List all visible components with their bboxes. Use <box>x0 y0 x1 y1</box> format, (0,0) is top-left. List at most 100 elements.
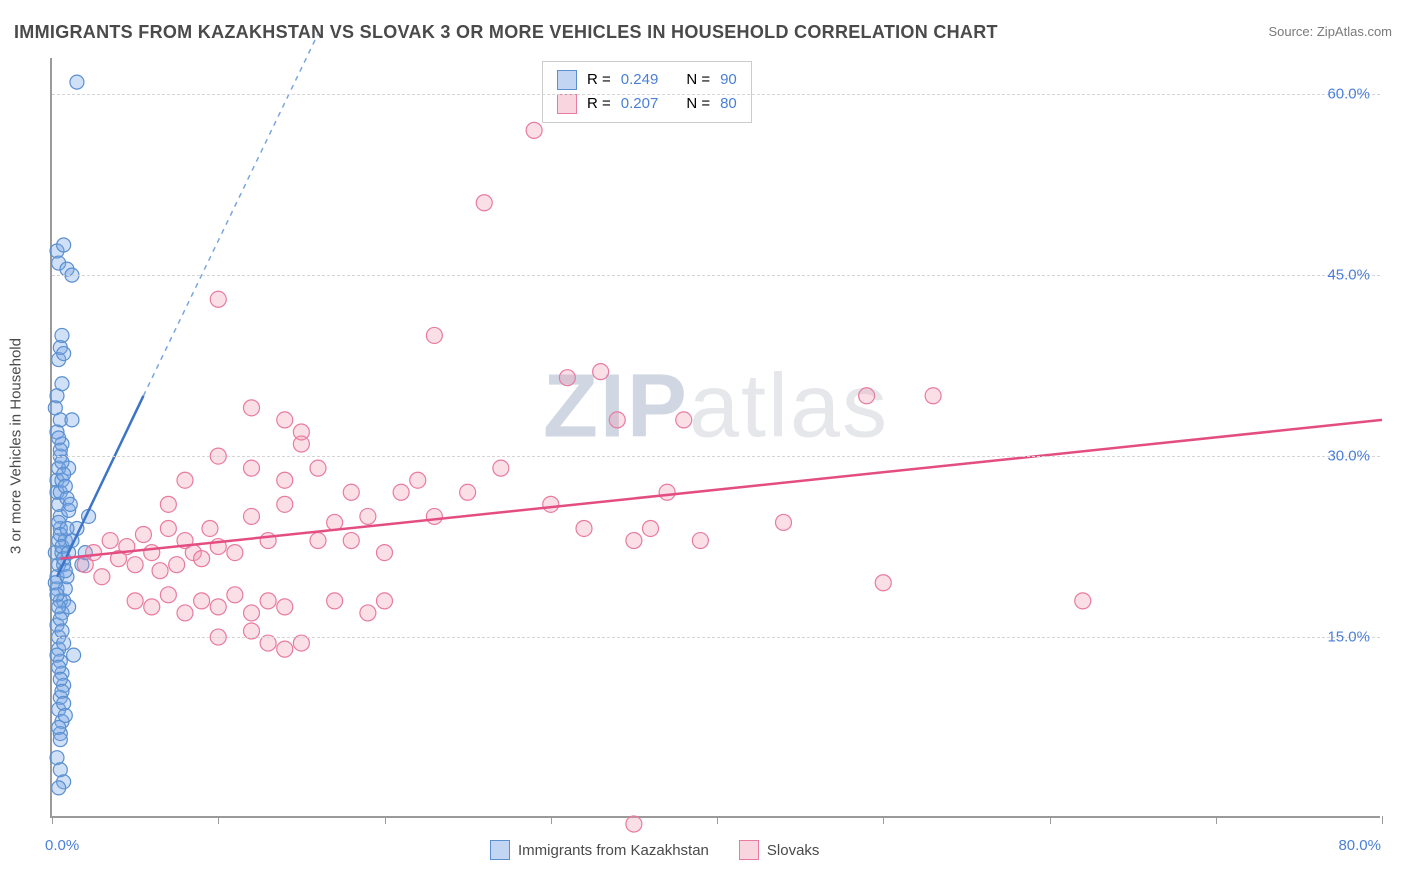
trend-line-dashed <box>143 34 318 396</box>
x-tick <box>717 816 718 824</box>
n-label: N = <box>686 68 710 92</box>
correlation-chart: IMMIGRANTS FROM KAZAKHSTAN VS SLOVAK 3 O… <box>0 0 1406 892</box>
x-tick <box>551 816 552 824</box>
data-point <box>426 508 442 524</box>
data-point <box>659 484 675 500</box>
data-point <box>202 520 218 536</box>
x-tick <box>52 816 53 824</box>
data-point <box>576 520 592 536</box>
data-point <box>626 533 642 549</box>
data-point <box>526 122 542 138</box>
y-tick-label: 30.0% <box>1327 448 1370 465</box>
plot-area: ZIPatlas R = 0.249 N = 90 R = 0.207 N = … <box>50 58 1380 818</box>
plot-svg <box>52 58 1380 816</box>
x-tick <box>1216 816 1217 824</box>
data-point <box>776 514 792 530</box>
x-tick <box>385 816 386 824</box>
data-point <box>244 605 260 621</box>
data-point <box>57 238 71 252</box>
data-point <box>426 327 442 343</box>
data-point <box>152 563 168 579</box>
data-point <box>410 472 426 488</box>
data-point <box>135 527 151 543</box>
data-point <box>260 593 276 609</box>
n-value: 80 <box>720 92 737 116</box>
data-point <box>310 460 326 476</box>
data-point <box>177 472 193 488</box>
data-point <box>55 377 69 391</box>
data-point <box>377 593 393 609</box>
legend-label: Immigrants from Kazakhstan <box>518 842 709 859</box>
data-point <box>859 388 875 404</box>
data-point <box>70 75 84 89</box>
data-point <box>277 599 293 615</box>
data-point <box>127 593 143 609</box>
data-point <box>94 569 110 585</box>
data-point <box>244 460 260 476</box>
data-point <box>102 533 118 549</box>
data-point <box>460 484 476 500</box>
data-point <box>543 496 559 512</box>
r-value: 0.249 <box>621 68 659 92</box>
data-point <box>53 733 67 747</box>
data-point <box>160 496 176 512</box>
source-attribution: Source: ZipAtlas.com <box>1268 24 1392 39</box>
chart-title: IMMIGRANTS FROM KAZAKHSTAN VS SLOVAK 3 O… <box>14 22 998 43</box>
y-tick-label: 15.0% <box>1327 629 1370 646</box>
data-point <box>277 496 293 512</box>
data-point <box>67 648 81 662</box>
swatch-slovaks <box>739 840 759 860</box>
x-axis-max-label: 80.0% <box>1338 837 1381 854</box>
data-point <box>210 599 226 615</box>
data-point <box>609 412 625 428</box>
data-point <box>327 593 343 609</box>
data-point <box>343 484 359 500</box>
legend-label: Slovaks <box>767 842 820 859</box>
data-point <box>277 472 293 488</box>
data-point <box>127 557 143 573</box>
legend-item-slovaks: Slovaks <box>739 840 820 860</box>
data-point <box>177 605 193 621</box>
y-axis-label: 3 or more Vehicles in Household <box>8 338 25 554</box>
n-label: N = <box>686 92 710 116</box>
data-point <box>244 508 260 524</box>
y-tick-label: 60.0% <box>1327 86 1370 103</box>
x-tick <box>1050 816 1051 824</box>
data-point <box>377 545 393 561</box>
data-point <box>925 388 941 404</box>
x-axis-min-label: 0.0% <box>45 837 79 854</box>
swatch-kazakhstan <box>557 70 577 90</box>
swatch-kazakhstan <box>490 840 510 860</box>
gridline-h <box>52 456 1380 457</box>
n-value: 90 <box>720 68 737 92</box>
gridline-h <box>52 94 1380 95</box>
data-point <box>48 401 62 415</box>
data-point <box>194 593 210 609</box>
data-point <box>676 412 692 428</box>
data-point <box>310 533 326 549</box>
data-point <box>260 533 276 549</box>
data-point <box>493 460 509 476</box>
data-point <box>1075 593 1091 609</box>
data-point <box>63 497 77 511</box>
data-point <box>65 413 79 427</box>
data-point <box>293 424 309 440</box>
gridline-h <box>52 637 1380 638</box>
data-point <box>86 545 102 561</box>
data-point <box>60 521 74 535</box>
data-point <box>875 575 891 591</box>
legend-item-kazakhstan: Immigrants from Kazakhstan <box>490 840 709 860</box>
data-point <box>227 545 243 561</box>
data-point <box>393 484 409 500</box>
data-point <box>593 364 609 380</box>
data-point <box>360 508 376 524</box>
data-point <box>169 557 185 573</box>
data-point <box>692 533 708 549</box>
data-point <box>210 291 226 307</box>
data-point <box>227 587 243 603</box>
data-point <box>360 605 376 621</box>
gridline-h <box>52 275 1380 276</box>
r-label: R = <box>587 68 611 92</box>
trend-line <box>60 420 1382 559</box>
data-point <box>476 195 492 211</box>
